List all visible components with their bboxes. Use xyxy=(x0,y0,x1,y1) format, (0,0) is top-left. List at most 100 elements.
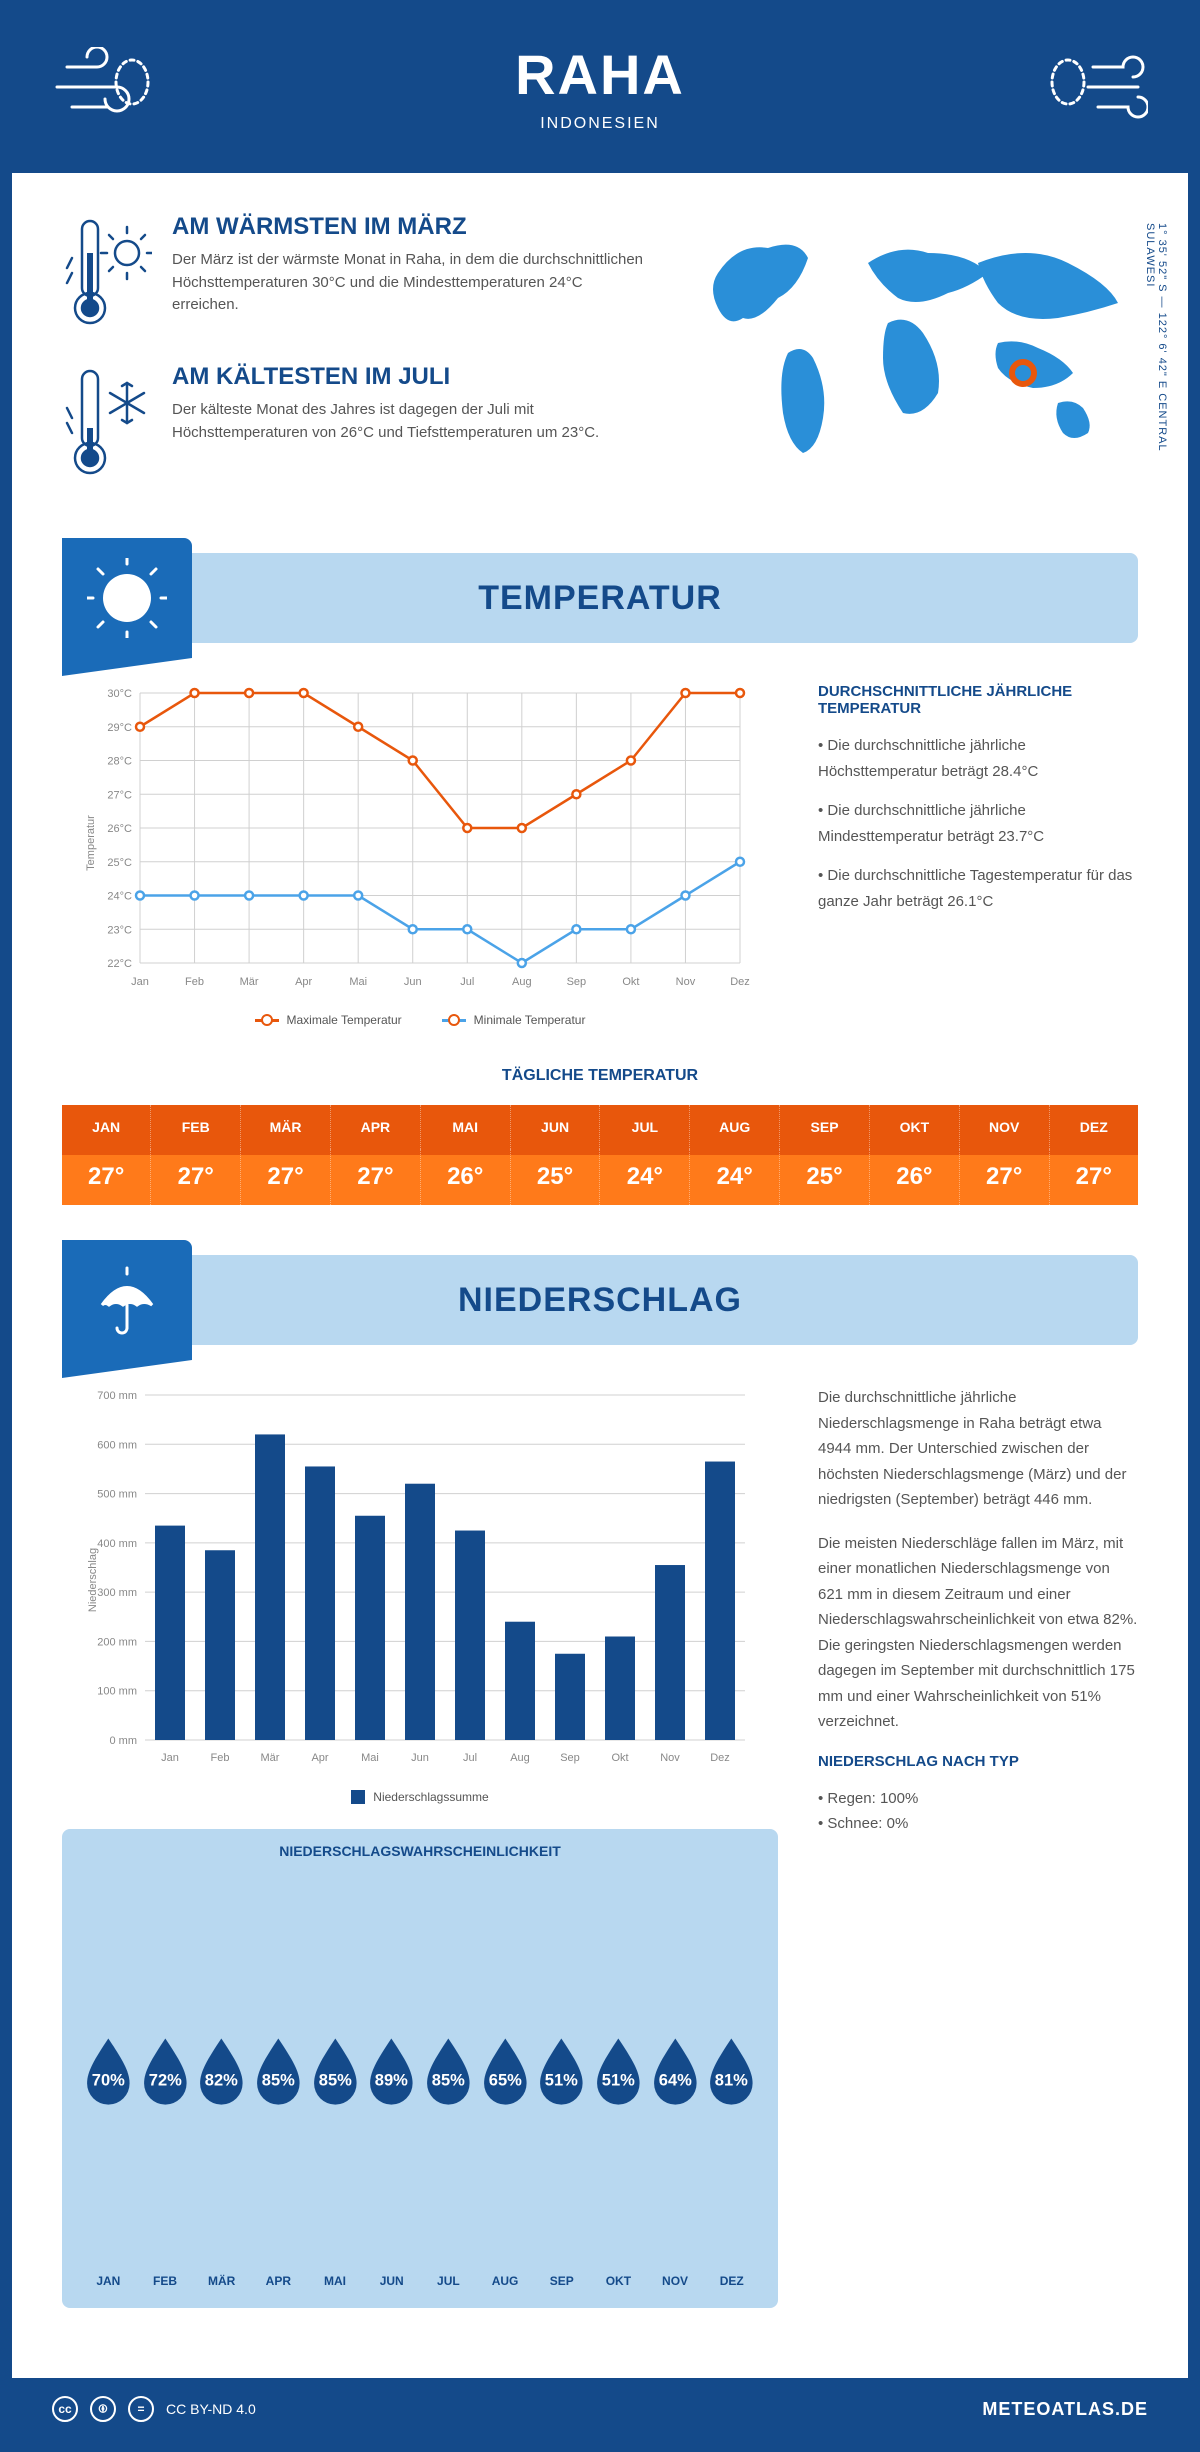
svg-text:Aug: Aug xyxy=(510,1752,530,1764)
svg-text:Okt: Okt xyxy=(622,976,639,988)
sun-icon xyxy=(62,538,192,658)
precipitation-bar-chart: 0 mm100 mm200 mm300 mm400 mm500 mm600 mm… xyxy=(62,1385,778,1780)
temp-chart-legend: .legend-sw:nth-child(1)::before{border-c… xyxy=(62,1013,778,1027)
svg-text:85%: 85% xyxy=(262,2071,295,2090)
svg-text:Mai: Mai xyxy=(361,1752,379,1764)
svg-text:Temperatur: Temperatur xyxy=(85,815,97,871)
svg-text:28°C: 28°C xyxy=(107,756,132,768)
svg-text:81%: 81% xyxy=(715,2071,748,2090)
precip-para-2: Die meisten Niederschläge fallen im März… xyxy=(818,1531,1138,1735)
svg-text:Niederschlag: Niederschlag xyxy=(87,1548,99,1612)
thermometer-hot-icon xyxy=(62,213,152,333)
daily-value: 24° xyxy=(690,1149,780,1205)
svg-text:Jun: Jun xyxy=(411,1752,429,1764)
temperature-section-header: TEMPERATUR xyxy=(62,553,1138,643)
probability-drop: 65%AUG xyxy=(477,1873,534,2288)
infographic-container: RAHA INDONESIEN AM WÄRMSTEN IM MÄRZ Der … xyxy=(0,0,1200,2452)
svg-text:22°C: 22°C xyxy=(107,958,132,970)
probability-drop: 64%NOV xyxy=(647,1873,704,2288)
footer: cc 🅯 = CC BY-ND 4.0 METEOATLAS.DE xyxy=(12,2378,1188,2440)
precipitation-title: NIEDERSCHLAG xyxy=(458,1281,742,1320)
svg-text:Apr: Apr xyxy=(311,1752,328,1764)
svg-text:Mär: Mär xyxy=(261,1752,280,1764)
legend-precip-label: Niederschlagssumme xyxy=(373,1790,488,1804)
svg-text:Sep: Sep xyxy=(567,976,587,988)
header: RAHA INDONESIEN xyxy=(12,12,1188,173)
temp-bullet: • Die durchschnittliche jährliche Höchst… xyxy=(818,733,1138,784)
svg-text:23°C: 23°C xyxy=(107,924,132,936)
precip-para-1: Die durchschnittliche jährliche Niedersc… xyxy=(818,1385,1138,1513)
svg-text:200 mm: 200 mm xyxy=(97,1636,137,1648)
month-header: DEZ xyxy=(1049,1105,1138,1149)
precipitation-section-header: NIEDERSCHLAG xyxy=(62,1255,1138,1345)
temp-info-title: DURCHSCHNITTLICHE JÄHRLICHE TEMPERATUR xyxy=(818,683,1138,717)
probability-drop: 85%JUL xyxy=(420,1873,477,2288)
svg-text:64%: 64% xyxy=(659,2071,692,2090)
svg-text:500 mm: 500 mm xyxy=(97,1489,137,1501)
temp-bullet: • Die durchschnittliche Tagestemperatur … xyxy=(818,863,1138,914)
svg-text:27°C: 27°C xyxy=(107,789,132,801)
svg-text:65%: 65% xyxy=(489,2071,522,2090)
city-title: RAHA xyxy=(32,42,1168,107)
month-header: NOV xyxy=(959,1105,1049,1149)
country-subtitle: INDONESIEN xyxy=(32,115,1168,133)
svg-text:30°C: 30°C xyxy=(107,688,132,700)
coldest-fact: AM KÄLTESTEN IM JULI Der kälteste Monat … xyxy=(62,363,648,483)
svg-text:Feb: Feb xyxy=(211,1752,230,1764)
daily-value: 25° xyxy=(510,1149,600,1205)
daily-value: 26° xyxy=(869,1149,959,1205)
site-name: METEOATLAS.DE xyxy=(982,2399,1148,2420)
umbrella-icon xyxy=(62,1240,192,1360)
world-map: 1° 35' 52" S — 122° 6' 42" E CENTRAL SUL… xyxy=(688,213,1138,513)
precipitation-probability-box: NIEDERSCHLAGSWAHRSCHEINLICHKEIT 70%JAN72… xyxy=(62,1829,778,2308)
svg-text:Nov: Nov xyxy=(676,976,696,988)
daily-value: 27° xyxy=(151,1149,241,1205)
legend-max-label: Maximale Temperatur xyxy=(287,1013,402,1027)
coordinates: 1° 35' 52" S — 122° 6' 42" E CENTRAL SUL… xyxy=(1144,223,1168,513)
month-header: MAI xyxy=(420,1105,510,1149)
precip-rain: • Regen: 100% xyxy=(818,1786,1138,1812)
month-header: APR xyxy=(330,1105,420,1149)
svg-text:82%: 82% xyxy=(205,2071,238,2090)
svg-text:Okt: Okt xyxy=(611,1752,628,1764)
daily-temp-table: JANFEBMÄRAPRMAIJUNJULAUGSEPOKTNOVDEZ 27°… xyxy=(62,1105,1138,1205)
temp-bullet: • Die durchschnittliche jährliche Mindes… xyxy=(818,798,1138,849)
warmest-fact: AM WÄRMSTEN IM MÄRZ Der März ist der wär… xyxy=(62,213,648,333)
svg-text:85%: 85% xyxy=(432,2071,465,2090)
month-header: JUN xyxy=(510,1105,600,1149)
svg-text:26°C: 26°C xyxy=(107,823,132,835)
svg-text:Jun: Jun xyxy=(404,976,422,988)
svg-text:Dez: Dez xyxy=(710,1752,730,1764)
svg-text:51%: 51% xyxy=(602,2071,635,2090)
daily-value: 27° xyxy=(330,1149,420,1205)
svg-text:Nov: Nov xyxy=(660,1752,680,1764)
probability-drop: 89%JUN xyxy=(363,1873,420,2288)
svg-text:Aug: Aug xyxy=(512,976,532,988)
warmest-text: Der März ist der wärmste Monat in Raha, … xyxy=(172,249,648,317)
precip-snow: • Schnee: 0% xyxy=(818,1811,1138,1837)
svg-text:Sep: Sep xyxy=(560,1752,580,1764)
probability-drop: 82%MÄR xyxy=(193,1873,250,2288)
svg-text:Mär: Mär xyxy=(240,976,259,988)
svg-text:Jan: Jan xyxy=(131,976,149,988)
temperature-info: DURCHSCHNITTLICHE JÄHRLICHE TEMPERATUR •… xyxy=(818,683,1138,1027)
svg-text:25°C: 25°C xyxy=(107,857,132,869)
prob-title: NIEDERSCHLAGSWAHRSCHEINLICHKEIT xyxy=(80,1843,760,1859)
svg-text:72%: 72% xyxy=(148,2071,181,2090)
svg-text:Jul: Jul xyxy=(460,976,474,988)
probability-drop: 51%SEP xyxy=(533,1873,590,2288)
svg-text:85%: 85% xyxy=(318,2071,351,2090)
probability-drop: 81%DEZ xyxy=(703,1873,760,2288)
nd-icon: = xyxy=(128,2396,154,2422)
svg-text:Apr: Apr xyxy=(295,976,312,988)
month-header: JAN xyxy=(62,1105,151,1149)
precip-chart-legend: Niederschlagssumme xyxy=(62,1790,778,1804)
probability-drop: 85%MAI xyxy=(307,1873,364,2288)
daily-temp-title: TÄGLICHE TEMPERATUR xyxy=(62,1067,1138,1085)
svg-text:Feb: Feb xyxy=(185,976,204,988)
svg-text:Jan: Jan xyxy=(161,1752,179,1764)
svg-text:51%: 51% xyxy=(545,2071,578,2090)
daily-value: 24° xyxy=(600,1149,690,1205)
probability-drop: 85%APR xyxy=(250,1873,307,2288)
svg-text:29°C: 29°C xyxy=(107,722,132,734)
